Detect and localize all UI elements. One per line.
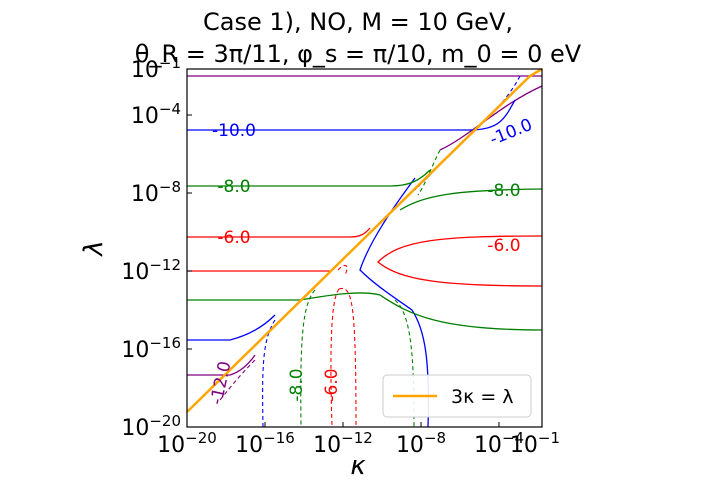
contour-line-blue-left [187, 99, 516, 131]
y-tick-label: 10−8 [131, 178, 181, 207]
x-tick-label: 10−20 [157, 429, 217, 458]
contour-line-green-right [399, 188, 543, 211]
contour-dashed-red-lower-right [338, 287, 357, 428]
reference-line [186, 67, 543, 413]
contour-dashed-red-upper [337, 264, 348, 276]
contour-curves [186, 67, 543, 428]
contour-line-red-right [377, 235, 543, 287]
x-axis-label: κ [350, 451, 366, 481]
contour-level-label: -6.0 [322, 368, 342, 401]
axis-ticks [186, 68, 543, 428]
plot-frame [186, 68, 543, 428]
x-tick-label: 10−16 [235, 429, 295, 458]
contour-line-red-left [187, 227, 371, 238]
chart-title-line1: Case 1), NO, M = 10 GeV, [203, 8, 513, 36]
contour-dashed-green-lower [300, 289, 316, 428]
contour-line-blue-right [359, 177, 430, 428]
contour-level-label: -8.0 [217, 177, 250, 197]
legend-box [382, 374, 532, 418]
contour-level-label: -8.0 [487, 181, 520, 201]
contour-line-blue-bottom [187, 314, 276, 341]
y-axis-label: λ [79, 240, 109, 257]
x-tick-label: 10−1 [510, 429, 560, 458]
y-tick-label: 10−1 [131, 54, 181, 83]
contour-level-label: -8.0 [287, 368, 307, 401]
y-tick-label: 10−20 [121, 412, 181, 441]
legend-label: 3κ = λ [451, 386, 514, 408]
contour-line-green-left [187, 169, 431, 187]
x-tick-label: 10−12 [313, 429, 373, 458]
y-tick-labels: 10−20 10−16 10−12 10−8 10−4 10−1 [121, 54, 181, 441]
x-tick-labels: 10−20 10−16 10−12 10−8 10−410−1 [157, 429, 560, 458]
contour-line-green-bottom [187, 292, 543, 331]
contour-level-label: -6.0 [487, 236, 520, 256]
chart-title-line2: θ_R = 3π/11, φ_s = π/10, m_0 = 0 eV [135, 40, 582, 68]
y-tick-label: 10−16 [121, 334, 181, 363]
contour-level-label: -10.0 [212, 121, 256, 141]
contour-dashed-red-lower-left [330, 288, 340, 428]
contour-dashed-blue-lower [262, 319, 276, 428]
x-tick-label: 10−8 [396, 429, 446, 458]
plot-area: -10.0 -10.0-8.0 -8.0-6.0 -6.0-12.0 -8.0 -6.0 [186, 67, 543, 428]
legend: 3κ = λ [382, 374, 532, 418]
y-tick-label: 10−12 [121, 256, 181, 285]
contour-level-label: -6.0 [217, 228, 250, 248]
contour-line-purple-bottom [187, 354, 256, 376]
x-tick-label: 10−4 [474, 429, 524, 458]
contour-dashed-green-right [394, 299, 415, 428]
y-tick-label: 10−4 [131, 100, 181, 129]
contour-dashed-purple-lower [219, 359, 256, 401]
